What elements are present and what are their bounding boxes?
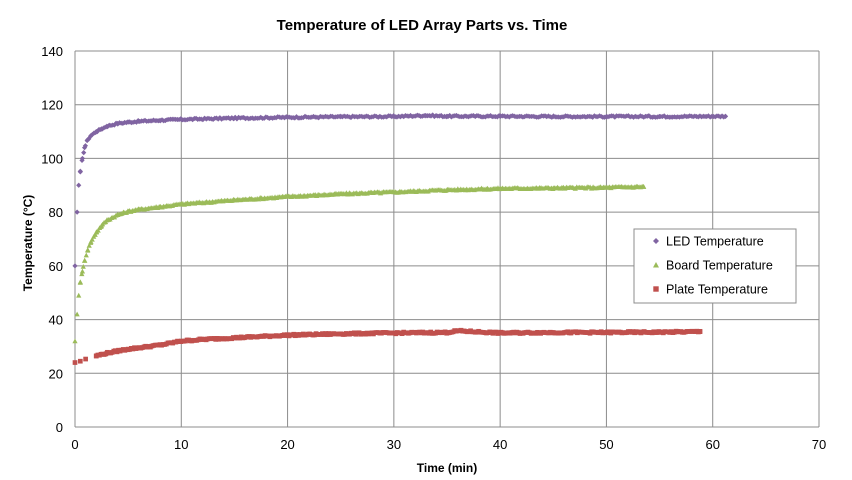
x-tick-label: 60 — [705, 437, 719, 452]
data-point — [92, 232, 98, 237]
y-axis-label: Temperature (°C) — [21, 195, 35, 292]
data-point — [697, 328, 703, 334]
data-point — [72, 338, 78, 344]
data-point — [74, 311, 80, 317]
data-point — [390, 113, 397, 119]
y-tick-label: 20 — [49, 366, 63, 381]
data-point — [365, 113, 371, 119]
data-point — [72, 263, 78, 269]
x-tick-label: 40 — [493, 437, 507, 452]
data-point — [487, 112, 494, 119]
y-tick-label: 140 — [41, 44, 63, 59]
series-board-temperature — [72, 183, 647, 344]
chart-title: Temperature of LED Array Parts vs. Time — [277, 17, 568, 34]
data-point — [77, 279, 83, 285]
data-point — [80, 263, 86, 269]
data-point — [76, 292, 82, 298]
legend-marker-icon — [653, 262, 659, 268]
series-led-temperature — [72, 112, 729, 269]
legend-marker-icon — [653, 286, 659, 292]
data-point — [641, 183, 647, 189]
x-tick-label: 10 — [174, 437, 188, 452]
series-plate-temperature — [72, 327, 703, 365]
data-point — [590, 114, 596, 120]
y-tick-label: 0 — [56, 420, 63, 435]
data-point — [72, 360, 78, 365]
data-point — [712, 114, 718, 120]
data-point — [76, 182, 82, 188]
data-point — [88, 240, 94, 245]
y-tick-label: 100 — [41, 151, 63, 166]
data-point — [82, 257, 88, 263]
legend: LED Temperature Board Temperature Plate Te… — [633, 228, 797, 304]
y-tick-label: 80 — [49, 205, 63, 220]
data-point — [625, 113, 632, 119]
data-point — [83, 356, 88, 362]
y-tick-label: 40 — [49, 313, 63, 328]
x-tick-label: 0 — [71, 437, 78, 452]
data-point — [79, 271, 85, 277]
data-point — [98, 224, 104, 229]
data-point — [81, 150, 87, 156]
data-point — [89, 236, 95, 242]
data-point — [79, 157, 85, 164]
data-point — [316, 115, 322, 121]
legend-entry-label: LED Temperature — [666, 235, 764, 249]
legend-entry-label: Plate Temperature — [666, 283, 768, 297]
y-tick-label: 60 — [49, 259, 63, 274]
data-point — [384, 114, 390, 120]
data-point — [428, 113, 434, 119]
data-point — [77, 358, 83, 364]
x-axis-label: Time (min) — [417, 461, 477, 475]
data-point — [705, 113, 712, 119]
data-point — [494, 114, 500, 120]
x-tick-label: 50 — [599, 437, 613, 452]
data-point — [227, 116, 233, 122]
y-tick-labels: 0 20 40 60 80 100 120 140 — [41, 44, 63, 435]
legend-marker-icon — [653, 238, 659, 244]
data-point — [86, 242, 92, 248]
y-tick-label: 120 — [41, 98, 63, 113]
x-tick-label: 20 — [280, 437, 294, 452]
data-point — [431, 113, 437, 120]
data-point — [430, 112, 436, 118]
data-point — [472, 113, 478, 120]
x-tick-label: 70 — [812, 437, 826, 452]
data-point — [348, 114, 354, 121]
data-point — [85, 247, 91, 253]
data-point — [159, 117, 165, 123]
data-point — [225, 115, 232, 121]
data-point — [79, 268, 86, 274]
legend-entry-label: Board Temperature — [666, 259, 773, 273]
data-point — [77, 168, 83, 174]
data-point — [95, 227, 101, 233]
data-point — [83, 252, 89, 258]
data-point — [142, 117, 148, 123]
data-point — [561, 114, 567, 120]
data-point — [210, 116, 216, 122]
x-tick-labels: 0 10 20 30 40 50 60 70 — [71, 437, 826, 452]
data-point — [258, 114, 264, 120]
x-tick-label: 30 — [387, 437, 401, 452]
data-point — [241, 114, 247, 121]
data-point — [722, 113, 729, 120]
series-layer — [72, 112, 729, 365]
data-point — [82, 143, 89, 149]
data-point — [646, 113, 652, 119]
legend-box — [633, 228, 797, 304]
data-point — [74, 209, 80, 215]
data-point — [448, 114, 455, 120]
